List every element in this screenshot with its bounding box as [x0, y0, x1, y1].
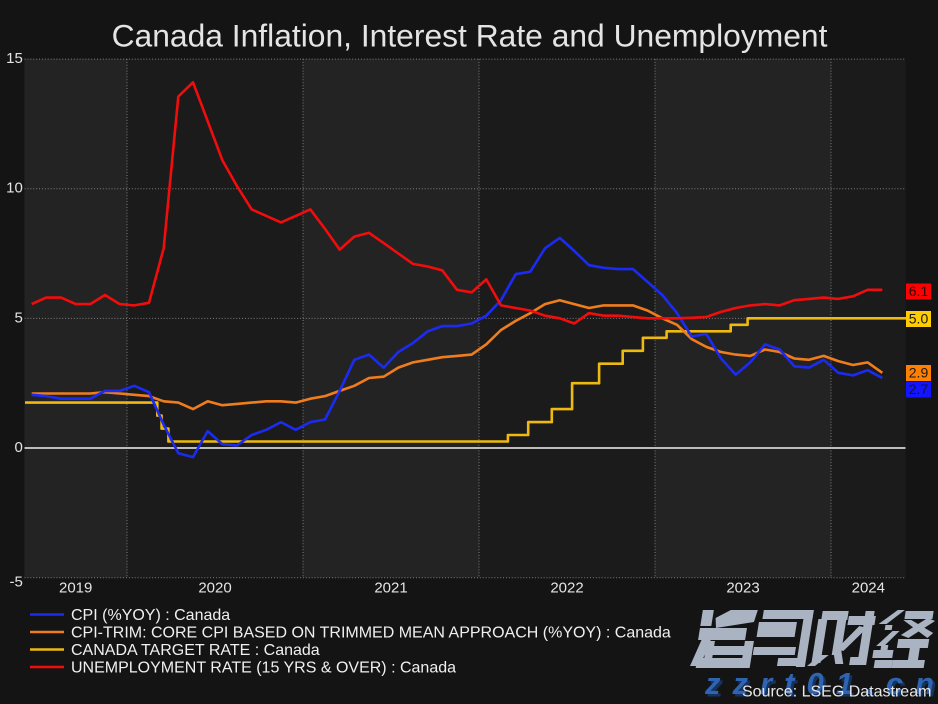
- svg-text:10: 10: [6, 180, 23, 197]
- svg-text:2019: 2019: [59, 580, 92, 597]
- svg-text:5: 5: [14, 309, 22, 326]
- svg-text:2023: 2023: [726, 580, 759, 597]
- svg-text:15: 15: [6, 50, 23, 67]
- svg-text:zzrt01.cn: zzrt01.cn: [707, 669, 937, 704]
- svg-text:zzrt01.cn: zzrt01.cn: [704, 666, 934, 701]
- svg-text:2.7: 2.7: [909, 381, 929, 397]
- svg-text:6.1: 6.1: [909, 283, 929, 299]
- svg-text:CPI-TRIM: CORE CPI BASED ON TR: CPI-TRIM: CORE CPI BASED ON TRIMMED MEAN…: [71, 625, 671, 642]
- svg-text:Canada Inflation, Interest Rat: Canada Inflation, Interest Rate and Unem…: [112, 18, 828, 54]
- svg-text:2022: 2022: [550, 580, 583, 597]
- svg-text:2.9: 2.9: [909, 365, 929, 381]
- svg-text:2021: 2021: [374, 580, 407, 597]
- svg-text:CANADA TARGET RATE : Canada: CANADA TARGET RATE : Canada: [71, 642, 320, 659]
- svg-text:5.0: 5.0: [909, 311, 929, 327]
- svg-text:2024: 2024: [852, 580, 885, 597]
- svg-text:Source: LSEG Datastream: Source: LSEG Datastream: [742, 684, 931, 701]
- svg-text:0: 0: [14, 439, 22, 456]
- svg-text:-5: -5: [9, 574, 22, 591]
- svg-text:2020: 2020: [198, 580, 231, 597]
- svg-text:CPI (%YOY) : Canada: CPI (%YOY) : Canada: [71, 607, 230, 624]
- svg-text:UNEMPLOYMENT RATE (15 YRS & OV: UNEMPLOYMENT RATE (15 YRS & OVER) : Cana…: [71, 660, 456, 677]
